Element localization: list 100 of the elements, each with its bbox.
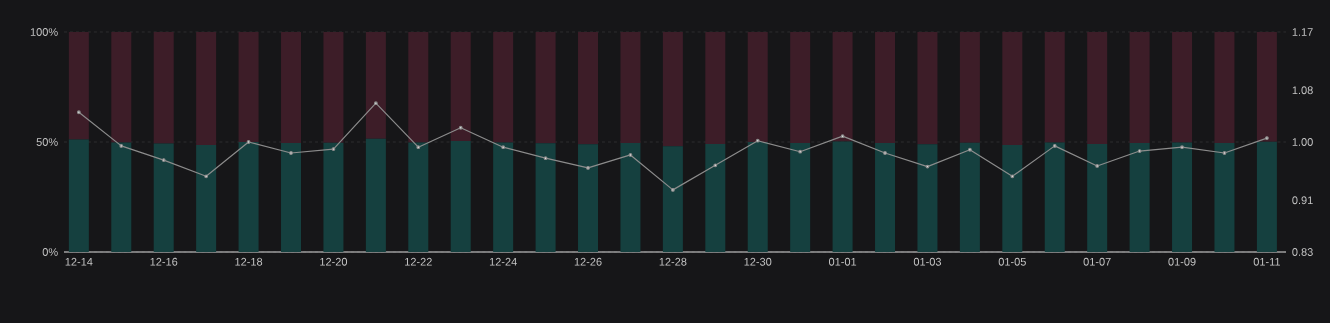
point (1052, 143, 1057, 148)
bar (1256, 32, 1277, 142)
point (204, 174, 209, 179)
bar (1044, 142, 1065, 252)
point (840, 134, 845, 139)
bar (959, 32, 980, 143)
y-tick-label: 50% (36, 138, 58, 146)
bar (111, 32, 132, 143)
bar (1002, 145, 1023, 252)
x-tick-label: 01-07 (1083, 257, 1111, 266)
point (289, 151, 293, 155)
point (883, 151, 887, 155)
bar (1256, 141, 1277, 252)
point (246, 140, 251, 144)
x-tick-label: 01-09 (1168, 257, 1196, 266)
point (458, 125, 463, 130)
bar (408, 32, 429, 143)
x-tick-label: 12-22 (405, 257, 432, 266)
bar (1087, 143, 1108, 252)
point (798, 149, 803, 154)
point (1265, 136, 1269, 141)
bar (578, 144, 599, 252)
bar (1002, 32, 1023, 146)
point (670, 187, 675, 192)
x-tick-label: 12-20 (320, 257, 348, 266)
bar (959, 142, 980, 252)
bar (450, 32, 471, 141)
bar (153, 143, 174, 252)
bar (1214, 142, 1235, 252)
bar (535, 143, 556, 252)
bar (832, 141, 853, 252)
bar (450, 140, 471, 252)
point (1010, 174, 1015, 179)
bar (408, 142, 429, 252)
point (586, 165, 590, 170)
y2-tick-label: 1.08 (1292, 86, 1313, 95)
bar (365, 32, 386, 139)
bar (790, 142, 811, 252)
x-tick-label: 12-30 (744, 257, 772, 266)
bar (747, 32, 768, 142)
x-tick-label: 01-01 (828, 257, 857, 266)
x-tick-label: 12-24 (489, 257, 517, 266)
x-tick-label: 12-28 (659, 257, 687, 266)
bar (832, 32, 853, 142)
point (543, 156, 548, 161)
bar (68, 32, 89, 140)
x-tick-label: 12-26 (574, 257, 602, 266)
bar (875, 32, 896, 143)
point (755, 138, 760, 143)
bar (281, 142, 301, 252)
bar (705, 32, 726, 144)
point (161, 158, 166, 163)
bar (1129, 32, 1150, 143)
bar (493, 32, 514, 143)
y2-tick-label: 1.00 (1292, 138, 1313, 146)
point (967, 147, 972, 152)
point (628, 153, 633, 157)
point (925, 164, 930, 169)
point (1222, 151, 1227, 155)
x-tick-label: 12-16 (150, 257, 178, 266)
bar (238, 32, 259, 142)
bar (662, 146, 683, 252)
bar (68, 139, 89, 252)
bar (196, 145, 217, 252)
y-tick-label: 0% (42, 248, 58, 256)
y-tick-label: 100% (30, 28, 58, 36)
point (416, 145, 421, 150)
bar (917, 32, 938, 145)
bar (917, 144, 938, 252)
point (501, 145, 506, 150)
bar (1214, 32, 1235, 143)
bar (620, 143, 641, 252)
bar (196, 32, 217, 146)
point (119, 143, 124, 148)
point (373, 101, 378, 106)
point (1137, 149, 1142, 153)
bar (790, 32, 811, 143)
point (331, 147, 336, 152)
bar (1129, 142, 1150, 252)
x-tick-label: 01-05 (998, 257, 1026, 266)
bar (535, 32, 556, 144)
bar (620, 32, 641, 144)
bar (111, 142, 132, 252)
point (76, 110, 81, 115)
x-tick-label: 12-14 (65, 257, 93, 266)
bar (323, 142, 344, 252)
x-tick-label: 12-18 (235, 257, 263, 266)
bar (578, 32, 599, 145)
bar (1172, 142, 1193, 252)
bar (365, 138, 386, 252)
x-tick-label: 01-11 (1253, 257, 1281, 266)
bar (705, 143, 726, 252)
bar (153, 32, 174, 144)
bar (747, 142, 768, 252)
bar (238, 142, 259, 252)
bar (323, 32, 344, 143)
y2-tick-label: 0.83 (1292, 248, 1313, 256)
bar (875, 142, 896, 252)
point (713, 163, 718, 168)
point (1180, 145, 1184, 150)
